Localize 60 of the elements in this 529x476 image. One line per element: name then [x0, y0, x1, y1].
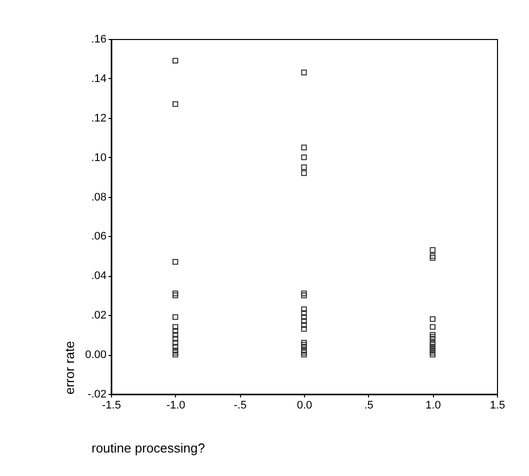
point [172, 328, 178, 334]
x-tick-label: 1.0 [426, 400, 441, 412]
point [172, 332, 178, 338]
y-tick-label: .16 [91, 34, 106, 46]
point [172, 259, 178, 265]
y-tick-label: .04 [91, 270, 106, 282]
point [430, 340, 436, 346]
point [172, 101, 178, 107]
x-tick-label: 1.5 [490, 400, 506, 412]
x-tick-label: .5 [364, 400, 374, 412]
y-tick-label: .06 [91, 230, 106, 243]
x-tick-label: 0.0 [296, 400, 312, 412]
point [172, 324, 178, 330]
point [301, 322, 307, 328]
point [172, 314, 178, 320]
point [172, 336, 178, 342]
point [301, 154, 307, 160]
y-tick-label: -.02 [88, 388, 106, 400]
x-tick-label: -1.5 [102, 400, 121, 412]
y-axis-title: error rate [62, 341, 78, 394]
point [301, 292, 307, 298]
x-axis-title: routine processing? [92, 440, 205, 456]
point [172, 340, 178, 346]
y-tick-label: .14 [91, 72, 106, 85]
point [430, 247, 436, 253]
x-tick-label: -1.0 [166, 400, 186, 412]
point [430, 316, 436, 322]
y-tick-label: 0.00 [85, 349, 106, 362]
point [301, 70, 307, 76]
y-tick-label: .08 [91, 191, 106, 204]
point [301, 318, 307, 324]
point [172, 344, 178, 350]
point [172, 58, 178, 64]
point [301, 314, 307, 320]
point [430, 255, 436, 261]
point [301, 310, 307, 316]
point [301, 164, 307, 170]
y-tick-label: .12 [91, 112, 106, 124]
y-tick-label: .10 [91, 152, 106, 164]
point [172, 292, 178, 298]
point [301, 290, 307, 296]
point [172, 290, 178, 296]
x-tick-label: -.5 [234, 400, 247, 412]
point [301, 352, 307, 358]
point [301, 170, 307, 176]
point [301, 348, 307, 354]
y-tick-label: .02 [91, 310, 106, 322]
point [301, 350, 307, 356]
point [301, 326, 307, 332]
point [430, 324, 436, 330]
point [430, 253, 436, 259]
point [301, 344, 307, 350]
point [172, 352, 178, 358]
point [301, 306, 307, 312]
point [301, 144, 307, 150]
point [301, 342, 307, 348]
point [430, 336, 436, 342]
point [301, 340, 307, 346]
point [430, 352, 436, 358]
point [430, 332, 436, 338]
